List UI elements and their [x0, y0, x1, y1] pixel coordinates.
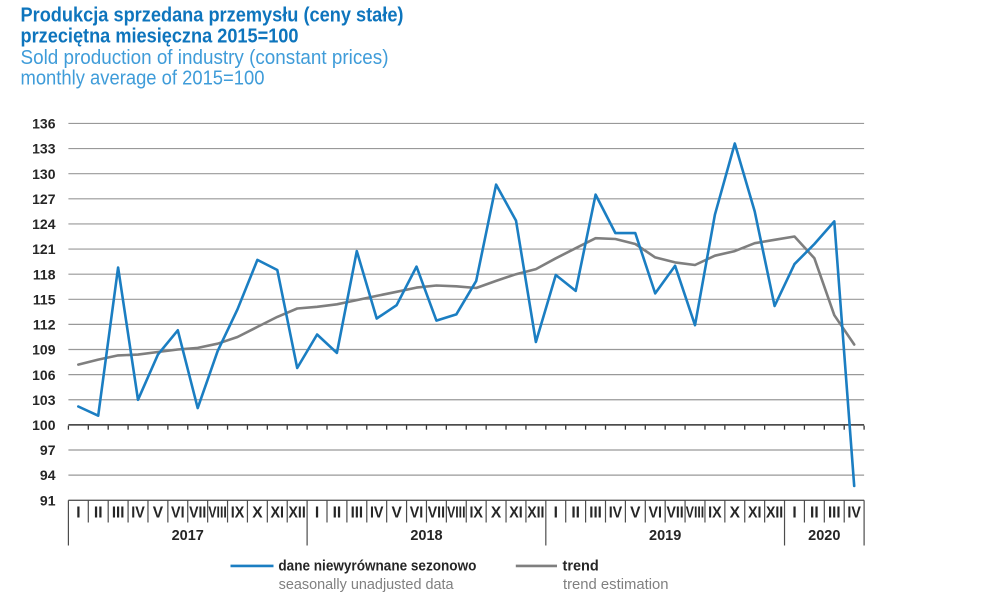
svg-text:XI: XI: [748, 505, 762, 522]
svg-text:124: 124: [32, 216, 56, 232]
svg-text:X: X: [730, 505, 741, 522]
svg-text:VII: VII: [667, 505, 684, 522]
svg-text:VIII: VIII: [208, 505, 226, 522]
svg-text:2018: 2018: [410, 528, 442, 544]
svg-text:103: 103: [32, 392, 56, 408]
svg-text:XI: XI: [509, 505, 523, 522]
svg-text:I: I: [792, 505, 796, 522]
svg-text:VI: VI: [410, 505, 424, 522]
svg-text:V: V: [391, 505, 402, 522]
svg-text:seasonally unadjusted data: seasonally unadjusted data: [279, 577, 455, 593]
svg-text:II: II: [571, 505, 580, 522]
svg-text:III: III: [828, 505, 841, 522]
svg-text:133: 133: [32, 141, 56, 157]
svg-text:VI: VI: [648, 505, 662, 522]
svg-text:112: 112: [33, 317, 56, 333]
svg-text:trend: trend: [563, 558, 599, 574]
svg-text:VIII: VIII: [447, 505, 465, 522]
svg-text:IV: IV: [609, 505, 623, 522]
svg-text:2017: 2017: [172, 528, 204, 544]
svg-text:94: 94: [40, 467, 56, 483]
svg-text:130: 130: [32, 166, 56, 182]
svg-text:109: 109: [32, 342, 56, 358]
svg-text:IV: IV: [131, 505, 145, 522]
svg-text:97: 97: [40, 442, 56, 458]
svg-text:X: X: [491, 505, 502, 522]
svg-text:VII: VII: [189, 505, 206, 522]
svg-text:115: 115: [33, 291, 56, 307]
svg-text:monthly average of 2015=100: monthly average of 2015=100: [21, 68, 265, 90]
svg-text:X: X: [252, 505, 263, 522]
svg-text:IX: IX: [231, 505, 245, 522]
svg-text:II: II: [333, 505, 342, 522]
svg-text:V: V: [630, 505, 641, 522]
svg-text:XI: XI: [271, 505, 285, 522]
svg-text:IV: IV: [370, 505, 384, 522]
svg-text:XII: XII: [527, 505, 544, 522]
svg-text:III: III: [112, 505, 125, 522]
svg-text:VIII: VIII: [686, 505, 704, 522]
svg-text:127: 127: [32, 191, 56, 207]
svg-text:VI: VI: [171, 505, 185, 522]
svg-text:III: III: [351, 505, 364, 522]
svg-text:IV: IV: [847, 505, 861, 522]
svg-text:I: I: [76, 505, 80, 522]
svg-text:dane niewyrównane sezonowo: dane niewyrównane sezonowo: [278, 558, 476, 574]
svg-text:91: 91: [40, 492, 56, 508]
svg-text:118: 118: [33, 266, 56, 282]
svg-text:IX: IX: [469, 505, 483, 522]
svg-text:Produkcja sprzedana przemysłu: Produkcja sprzedana przemysłu (ceny stał…: [21, 5, 404, 27]
svg-text:przeciętna miesięczna 2015=100: przeciętna miesięczna 2015=100: [21, 26, 299, 48]
svg-text:2019: 2019: [649, 528, 681, 544]
svg-text:I: I: [315, 505, 319, 522]
svg-text:VII: VII: [428, 505, 445, 522]
svg-text:2020: 2020: [808, 528, 840, 544]
svg-text:trend estimation: trend estimation: [563, 577, 669, 593]
svg-text:III: III: [589, 505, 602, 522]
svg-text:V: V: [153, 505, 164, 522]
svg-text:121: 121: [32, 241, 56, 257]
svg-text:I: I: [554, 505, 558, 522]
svg-text:136: 136: [32, 116, 56, 132]
svg-text:100: 100: [32, 417, 56, 433]
svg-text:XII: XII: [289, 505, 306, 522]
svg-text:XII: XII: [766, 505, 783, 522]
svg-text:II: II: [94, 505, 103, 522]
svg-text:Sold production of industry (c: Sold production of industry (constant pr…: [21, 47, 389, 69]
svg-text:106: 106: [32, 367, 56, 383]
svg-text:IX: IX: [708, 505, 722, 522]
svg-text:II: II: [810, 505, 819, 522]
